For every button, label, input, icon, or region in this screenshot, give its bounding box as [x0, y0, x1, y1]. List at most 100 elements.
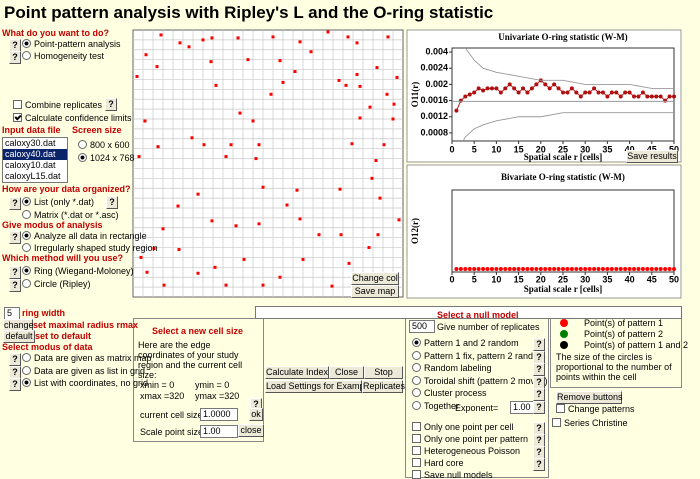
help-button[interactable]: ?	[9, 353, 21, 366]
help-button[interactable]: ?	[9, 231, 21, 244]
checkbox[interactable]	[412, 434, 421, 443]
radio-option[interactable]: Data are given as matrix map	[22, 353, 152, 364]
file-item[interactable]: caloxy30.dat	[5, 138, 56, 148]
help-button[interactable]: ?	[106, 196, 118, 209]
radio-option[interactable]: Analyze all data in rectangle	[22, 231, 147, 242]
radio-button[interactable]	[22, 279, 31, 288]
help-button[interactable]: ?	[533, 338, 545, 351]
button[interactable]: ok	[249, 408, 263, 421]
button[interactable]: default	[3, 330, 35, 343]
radio-button[interactable]	[22, 266, 31, 275]
button[interactable]: Remove buttons	[556, 391, 623, 404]
help-button[interactable]: ?	[533, 350, 545, 364]
radio-button[interactable]	[22, 51, 31, 60]
checkbox-option[interactable]: Calculate confidence limits	[13, 113, 132, 124]
checkbox-option[interactable]: Hard core	[412, 458, 464, 469]
text-input[interactable]: 500	[409, 320, 435, 333]
radio-option[interactable]: List with coordinates, no grid	[22, 378, 148, 389]
button[interactable]: Save map	[351, 285, 399, 298]
checkbox[interactable]	[412, 458, 421, 467]
radio-option[interactable]: List (only *.dat)	[22, 197, 94, 208]
radio-option[interactable]: 800 x 600	[78, 140, 130, 151]
button[interactable]: Stop	[364, 366, 403, 379]
radio-button[interactable]	[22, 366, 31, 375]
radio-option[interactable]: Data are given as list in grid	[22, 366, 145, 377]
radio-button[interactable]	[22, 378, 31, 387]
radio-button[interactable]	[22, 243, 31, 252]
file-item[interactable]: caloxy10.dat	[5, 160, 56, 170]
button[interactable]: Change col	[351, 272, 399, 285]
checkbox[interactable]	[412, 470, 421, 479]
checkbox-option[interactable]: Save null models	[412, 470, 493, 479]
data-point	[503, 267, 508, 271]
radio-option[interactable]: Toroidal shift (pattern 2 moves)	[412, 375, 548, 387]
radio-option[interactable]: Ring (Wiegand-Moloney)	[22, 266, 134, 277]
radio-button[interactable]	[78, 140, 87, 149]
checkbox-option[interactable]: Series Christine	[552, 418, 628, 429]
checkbox-option[interactable]: Change patterns	[556, 404, 635, 415]
checkbox[interactable]	[552, 418, 561, 427]
checkbox-option[interactable]: Only one point per cell	[412, 422, 514, 433]
file-item[interactable]: caloxyL15.dat	[5, 171, 61, 181]
help-button[interactable]: ?	[105, 98, 117, 111]
help-button[interactable]: ?	[9, 279, 21, 292]
help-button[interactable]: ?	[9, 266, 21, 279]
help-button[interactable]: ?	[9, 39, 21, 52]
checkbox[interactable]	[13, 100, 22, 109]
checkbox-option[interactable]: Only one point per pattern	[412, 434, 528, 445]
radio-option[interactable]: Irregularly shaped study region	[22, 243, 158, 254]
radio-button[interactable]	[78, 153, 87, 162]
help-button[interactable]: ?	[533, 458, 545, 471]
help-button[interactable]: ?	[533, 363, 545, 376]
radio-option[interactable]: Matrix (*.dat or *.asc)	[22, 210, 119, 221]
help-button[interactable]: ?	[533, 388, 545, 401]
file-list[interactable]: caloxy30.dat caloxy40.dat caloxy10.dat calo…	[2, 137, 68, 183]
radio-button[interactable]	[412, 363, 421, 372]
button[interactable]: Close	[329, 366, 364, 379]
radio-option[interactable]: Cluster process	[412, 388, 487, 399]
checkbox[interactable]	[556, 404, 565, 413]
radio-button[interactable]	[412, 375, 421, 385]
checkbox[interactable]	[412, 422, 421, 431]
text-input[interactable]	[255, 306, 682, 319]
button[interactable]: Load Settings for Example	[265, 380, 372, 393]
option-label: Heterogeneous Poisson	[424, 446, 521, 456]
button[interactable]: Save results	[626, 150, 678, 163]
radio-button[interactable]	[412, 388, 421, 397]
text-input[interactable]: 1.0000	[200, 408, 238, 421]
data-point	[552, 267, 557, 271]
checkbox[interactable]	[412, 446, 421, 455]
radio-option[interactable]: Random labeling	[412, 363, 492, 374]
radio-button[interactable]	[412, 350, 421, 360]
radio-option[interactable]: Pattern 1 fix, pattern 2 random	[412, 350, 546, 362]
checkbox-option[interactable]: Combine replicates	[13, 100, 102, 111]
help-button[interactable]: ?	[9, 378, 21, 391]
radio-button[interactable]	[22, 39, 31, 48]
radio-option[interactable]: Homogeneity test	[22, 51, 104, 62]
help-button[interactable]: ?	[9, 51, 21, 64]
radio-option[interactable]: 1024 x 768	[78, 153, 135, 164]
button[interactable]: Replicates	[362, 380, 406, 393]
radio-button[interactable]	[412, 338, 421, 347]
button[interactable]: close	[238, 424, 264, 437]
radio-option[interactable]: Circle (Ripley)	[22, 279, 91, 290]
help-button[interactable]: ?	[9, 197, 21, 210]
help-button[interactable]: ?	[533, 375, 545, 389]
radio-option[interactable]: Point-pattern analysis	[22, 39, 121, 50]
map-point	[242, 257, 246, 261]
button[interactable]: change	[3, 319, 34, 332]
radio-button[interactable]	[22, 197, 31, 206]
button[interactable]: Calculate Index	[265, 366, 329, 379]
radio-button[interactable]	[22, 210, 31, 219]
help-button[interactable]: ?	[533, 400, 545, 414]
checkbox[interactable]	[13, 113, 22, 122]
checkbox-option[interactable]: Heterogeneous Poisson	[412, 446, 520, 457]
radio-button[interactable]	[22, 231, 31, 240]
text-input[interactable]: 1.00	[200, 425, 238, 438]
radio-button[interactable]	[412, 400, 421, 410]
radio-option[interactable]: Pattern 1 and 2 random	[412, 338, 519, 349]
file-item[interactable]: caloxy40.dat	[3, 149, 67, 160]
radio-button[interactable]	[22, 353, 31, 362]
text-input[interactable]: 1.00	[510, 401, 534, 414]
radio-option[interactable]: Together	[412, 400, 459, 412]
